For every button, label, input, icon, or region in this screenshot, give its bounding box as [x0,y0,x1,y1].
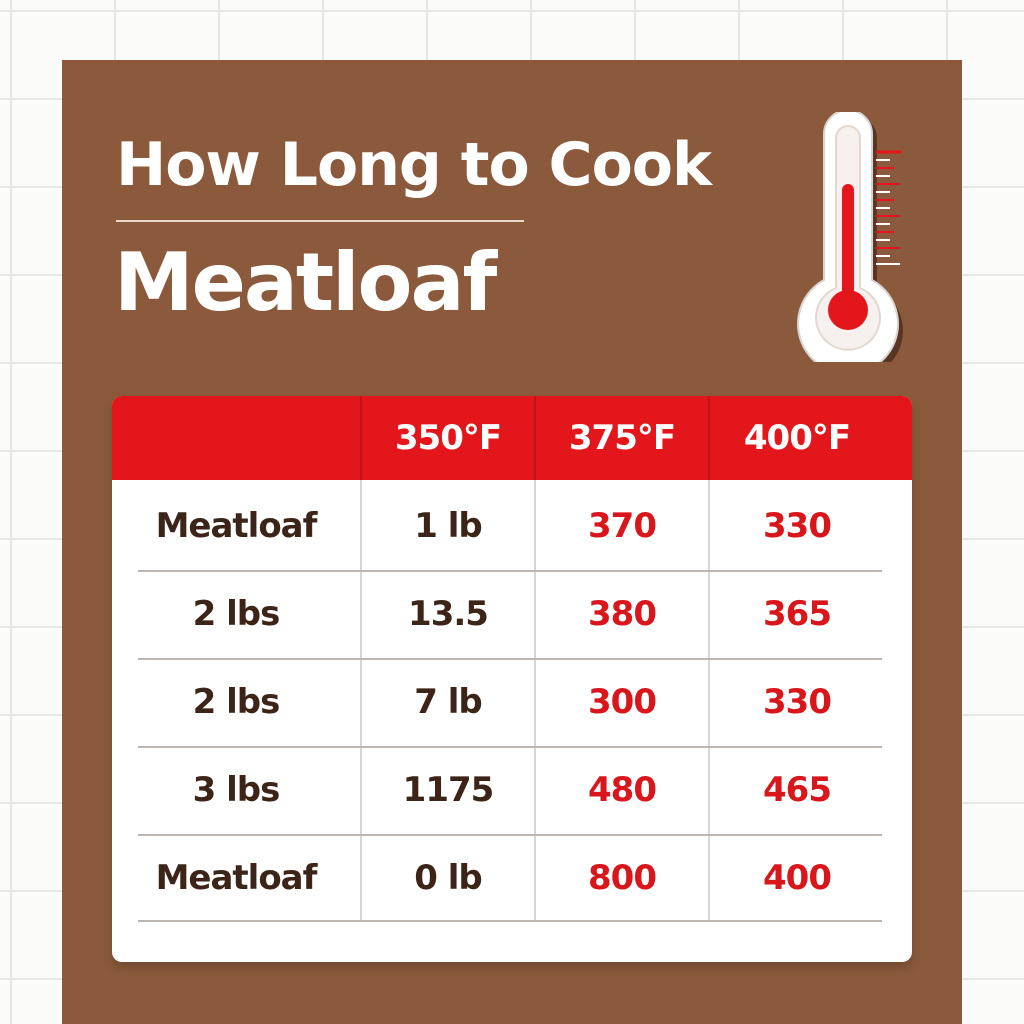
table-row: 3 lbs 1175 480 465 [112,746,912,834]
title-line-1: How Long to Cook [116,130,712,200]
table-row: 2 lbs 7 lb 300 330 [112,658,912,746]
row-value-400f: 330 [763,682,832,722]
row-label: Meatloaf [155,506,318,546]
row-value-375f: 480 [588,770,657,810]
row-value-375f: 300 [588,682,657,722]
row-weight: 0 lb [414,858,483,898]
row-label: 3 lbs [192,770,281,810]
row-value-400f: 365 [763,594,832,634]
row-value-375f: 800 [588,858,657,898]
row-divider [138,658,882,660]
table-row: Meatloaf 0 lb 800 400 [112,834,912,922]
title-line-2: Meatloaf [114,236,497,329]
row-weight: 7 lb [414,682,483,722]
infographic-panel: How Long to Cook Meatloaf [62,60,962,1024]
row-divider [138,920,882,922]
row-value-400f: 330 [763,506,832,546]
row-divider [138,834,882,836]
row-value-400f: 465 [763,770,832,810]
row-weight: 1175 [402,770,495,810]
row-value-400f: 400 [763,858,832,898]
row-weight: 1 lb [414,506,483,546]
thermometer-icon [797,112,903,362]
table-row: Meatloaf 1 lb 370 330 [112,482,912,570]
header-divider [708,396,710,480]
header-cell-400f: 400°F [743,418,851,458]
table-row: 2 lbs 13.5 380 365 [112,570,912,658]
header-cell-empty [112,396,360,480]
column-divider [360,480,362,920]
row-label: 2 lbs [192,594,281,634]
row-label: 2 lbs [192,682,281,722]
title-divider [116,220,524,222]
header-cell-350f: 350°F [394,418,502,458]
column-divider [534,480,536,920]
cooking-time-table: 350°F 375°F 400°F Meatloaf 1 lb 370 330 … [112,396,912,962]
row-label: Meatloaf [155,858,318,898]
header-divider [534,396,536,480]
row-divider [138,746,882,748]
header-divider [360,396,362,480]
row-value-375f: 370 [588,506,657,546]
header-cell-375f: 375°F [568,418,676,458]
row-weight: 13.5 [408,594,489,634]
column-divider [708,480,710,920]
table-header: 350°F 375°F 400°F [112,396,912,480]
row-divider [138,570,882,572]
row-value-375f: 380 [588,594,657,634]
